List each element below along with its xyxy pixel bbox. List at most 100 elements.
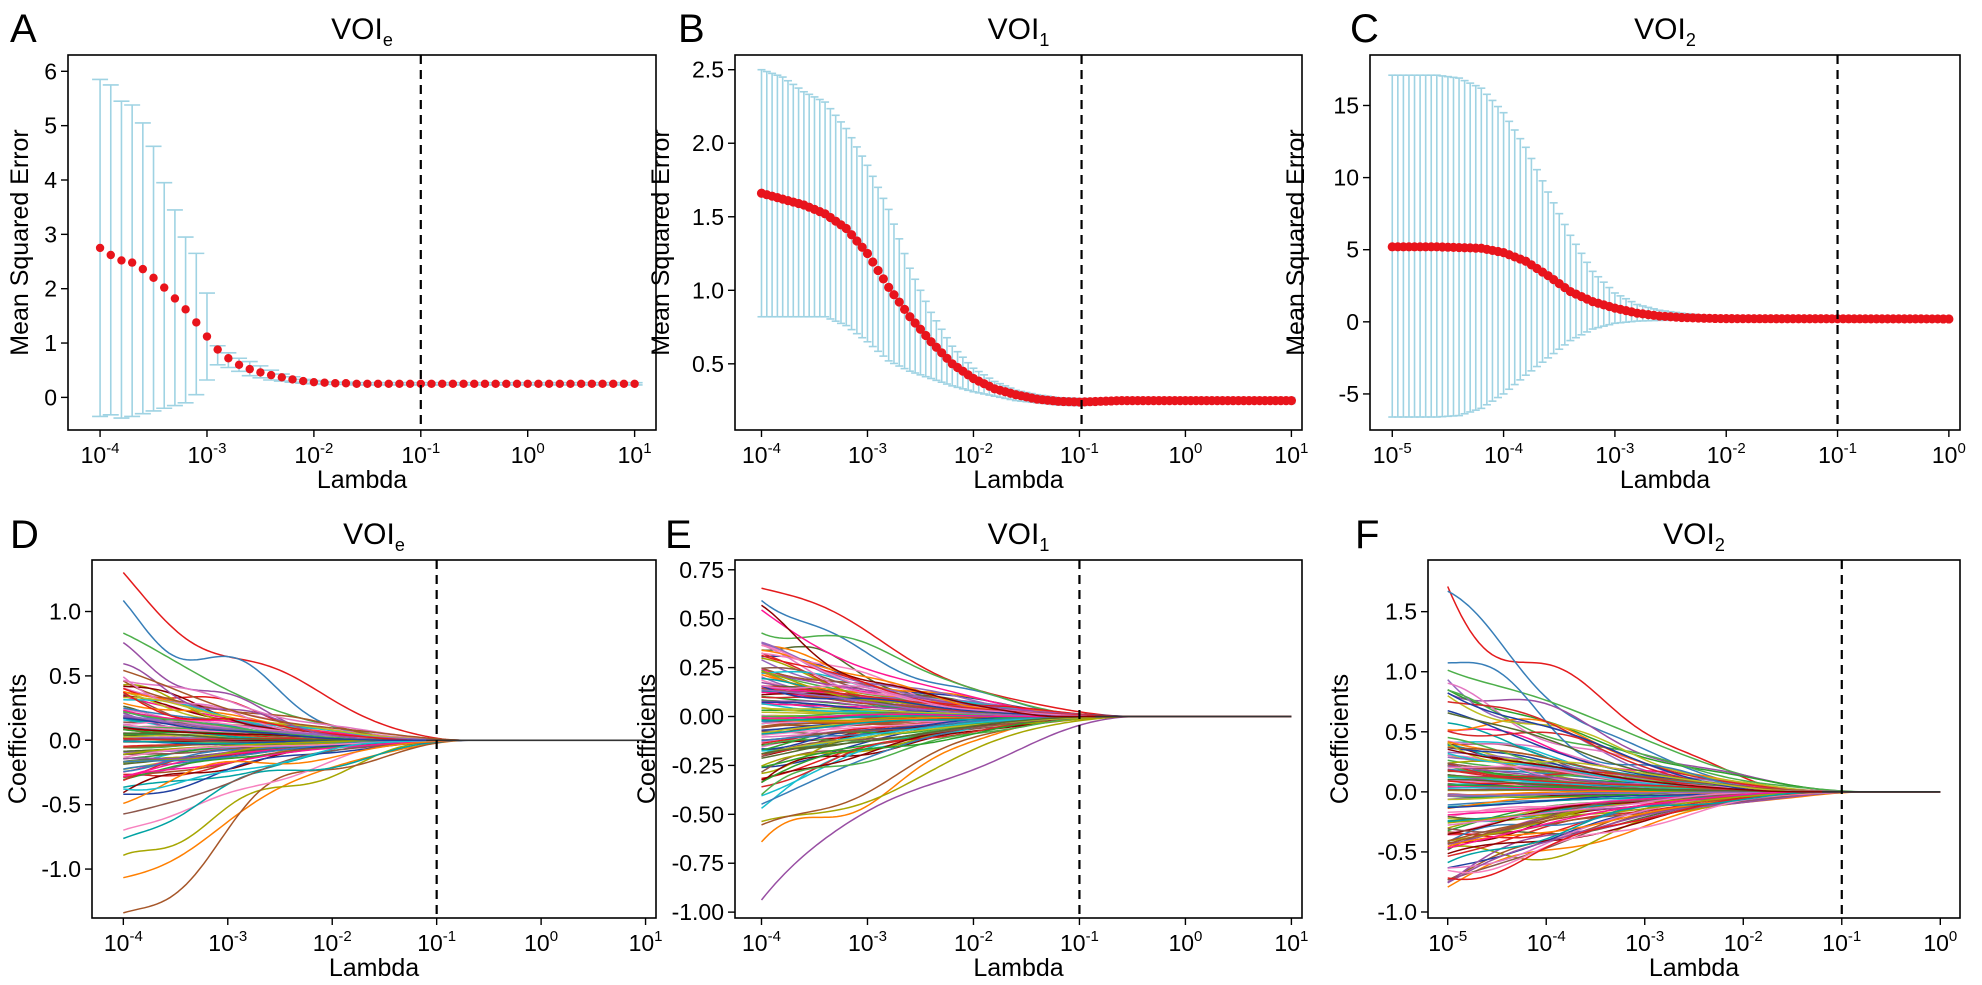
mse-point	[224, 354, 233, 363]
mse-point	[470, 379, 479, 389]
x-tick-base: 10	[1818, 442, 1844, 468]
mse-point	[534, 379, 543, 389]
plot-area	[1447, 586, 1941, 888]
panel-title: VOIe	[331, 13, 393, 50]
coefficient-path	[123, 717, 646, 742]
y-tick-label: 10	[1333, 165, 1359, 191]
mse-point	[138, 264, 148, 274]
mse-point	[884, 282, 894, 292]
coefficient-path	[1447, 692, 1941, 793]
coefficient-path	[123, 739, 646, 763]
x-tick-label: 10-5	[1428, 928, 1467, 956]
y-tick-label: -0.5	[1377, 839, 1417, 865]
x-tick-base: 10	[1168, 930, 1194, 956]
plot-frame	[734, 559, 1303, 919]
mse-point	[192, 318, 201, 327]
coefficient-path	[123, 739, 646, 805]
x-tick-exponent: -2	[980, 440, 993, 457]
mse-point	[95, 243, 105, 253]
coefficient-path	[761, 715, 1292, 823]
panel-title: VOI2	[1634, 13, 1696, 50]
plot-frame	[734, 54, 1303, 431]
x-tick-base: 10	[848, 930, 874, 956]
mse-point	[576, 379, 586, 389]
mse-point	[277, 373, 287, 382]
panel-title: VOI2	[1663, 518, 1725, 555]
mse-point	[846, 230, 857, 240]
y-tick-label: -5	[1339, 381, 1359, 407]
x-axis-label: Lambda	[329, 954, 419, 982]
x-tick-label: 10-1	[1060, 440, 1099, 468]
x-tick-exponent: 0	[1949, 928, 1957, 945]
mse-point	[213, 345, 222, 354]
mse-point	[905, 312, 915, 322]
plot-frame	[67, 54, 657, 431]
mse-point	[502, 379, 511, 389]
coefficient-path	[123, 739, 646, 856]
plot-area	[756, 68, 1297, 407]
x-tick-base: 10	[188, 442, 214, 468]
x-tick-base: 10	[1060, 442, 1086, 468]
coefficient-path	[123, 739, 463, 840]
mse-point	[889, 290, 899, 300]
mse-point	[878, 274, 888, 284]
x-tick-exponent: -1	[1844, 440, 1857, 457]
mse-point	[630, 379, 639, 389]
coefficient-path	[123, 739, 646, 755]
panel-title-subscript: 2	[1715, 535, 1725, 555]
x-tick-exponent: 0	[1957, 440, 1965, 457]
mse-point	[587, 379, 597, 389]
y-tick-label: 0.25	[679, 655, 724, 681]
panel-letter: E	[665, 513, 692, 557]
mse-point	[288, 375, 297, 384]
x-tick-exponent: -2	[338, 928, 351, 945]
y-tick-label: 0.0	[1385, 779, 1417, 805]
x-tick-base: 10	[1822, 930, 1848, 956]
mse-point	[373, 379, 383, 389]
coefficient-path	[123, 739, 646, 914]
x-tick-label: 100	[1923, 928, 1957, 956]
panel-letter: A	[10, 7, 37, 51]
x-tick-base: 10	[1595, 442, 1621, 468]
y-tick-label: 1.0	[692, 277, 724, 303]
y-tick-label: 5	[1346, 237, 1359, 263]
x-tick-label: 10-4	[104, 928, 143, 956]
coefficient-path	[760, 715, 1292, 901]
coefficient-path	[1447, 742, 1941, 793]
coefficient-path	[123, 739, 646, 791]
mse-point	[127, 258, 137, 267]
x-tick-exponent: -3	[874, 928, 887, 945]
y-axis-label: Mean Squared Error	[6, 129, 34, 356]
x-tick-base: 10	[511, 442, 537, 468]
coefficient-path	[123, 739, 646, 778]
y-tick-label: -0.25	[672, 752, 724, 778]
x-tick-label: 10-2	[294, 440, 333, 468]
x-tick-label: 10-4	[81, 440, 120, 468]
y-axis-label: Mean Squared Error	[1282, 129, 1310, 356]
y-tick-label: -0.50	[672, 801, 724, 827]
x-tick-exponent: -3	[1621, 440, 1634, 457]
x-tick-label: 10-4	[742, 440, 781, 468]
x-tick-exponent: -1	[1086, 440, 1099, 457]
y-axis-label: Coefficients	[4, 674, 32, 804]
y-tick-label: 0.00	[679, 704, 724, 730]
mse-point	[852, 236, 862, 246]
x-tick-label: 10-3	[848, 928, 887, 956]
x-tick-label: 10-2	[954, 440, 993, 468]
x-axis-label: Lambda	[317, 466, 407, 494]
x-axis-label: Lambda	[1620, 466, 1710, 494]
x-tick-base: 10	[629, 930, 655, 956]
x-tick-label: 100	[524, 928, 558, 956]
y-tick-label: 1.0	[49, 599, 81, 625]
plot-frame	[1427, 559, 1961, 919]
panel-letter: F	[1355, 513, 1379, 557]
mse-point	[170, 294, 180, 303]
y-tick-label: -0.75	[672, 850, 724, 876]
mse-point	[459, 379, 468, 389]
plot-area	[1387, 74, 1954, 418]
x-tick-exponent: -4	[768, 440, 781, 457]
x-tick-label: 100	[1168, 928, 1202, 956]
x-tick-exponent: 0	[550, 928, 558, 945]
coefficient-path	[1447, 748, 1941, 793]
